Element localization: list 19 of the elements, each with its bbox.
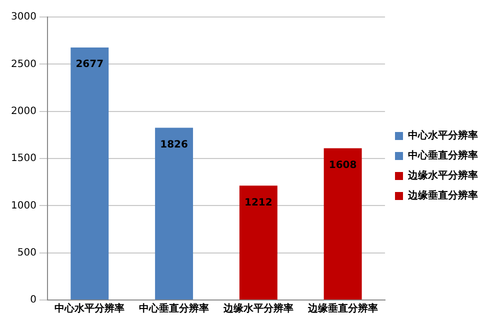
legend-label: 边缘垂直分辨率 — [407, 190, 478, 202]
y-tick-label: 2000 — [10, 106, 36, 117]
x-tick-label: 边缘垂直分辨率 — [306, 302, 378, 315]
x-tick-label: 中心水平分辨率 — [54, 302, 125, 315]
y-tick-label: 1000 — [10, 200, 36, 212]
legend-label: 中心水平分辨率 — [408, 130, 478, 142]
y-tick-label: 0 — [30, 294, 36, 306]
y-tick-label: 2500 — [10, 58, 36, 70]
data-label: 1212 — [244, 197, 272, 208]
x-tick-label: 中心垂直分辨率 — [139, 302, 210, 315]
data-label: 1826 — [160, 139, 188, 150]
y-tick-label: 1500 — [10, 153, 36, 164]
data-label: 2677 — [76, 59, 104, 70]
legend-label: 边缘水平分辨率 — [407, 170, 478, 182]
legend-label: 中心垂直分辨率 — [408, 150, 478, 162]
x-tick-label: 边缘水平分辨率 — [222, 302, 294, 315]
y-tick-label: 3000 — [10, 12, 36, 23]
data-label: 1608 — [328, 160, 357, 171]
y-tick-label: 500 — [17, 247, 36, 258]
